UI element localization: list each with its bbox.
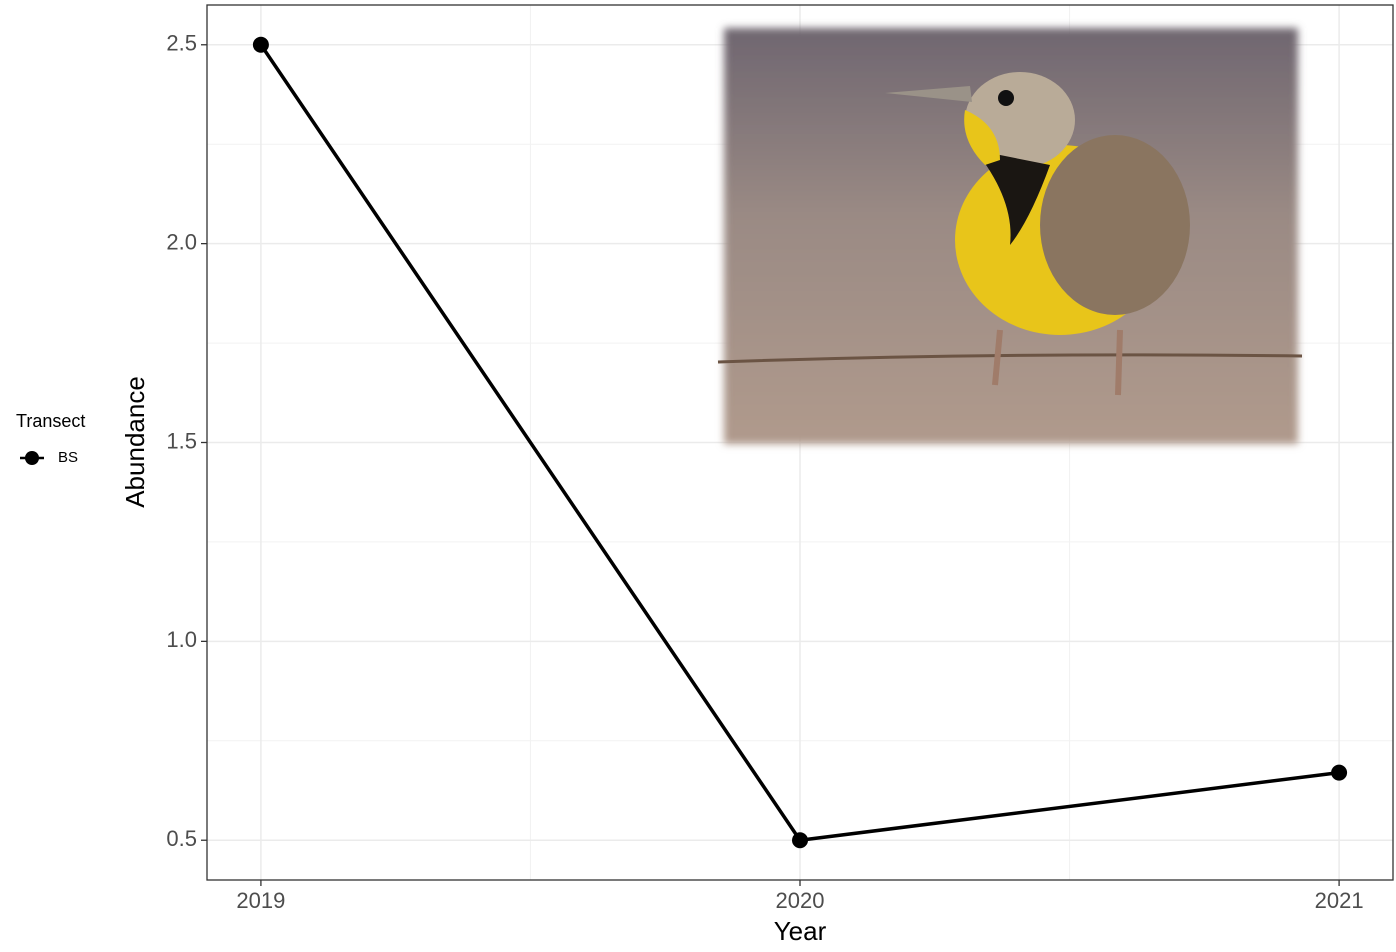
x-tick-label: 2019 (236, 888, 285, 913)
legend-title: Transect (16, 411, 85, 431)
x-tick-label: 2021 (1315, 888, 1364, 913)
legend-key-point (25, 451, 39, 465)
legend-label: BS (58, 449, 78, 466)
y-axis-label: Abundance (120, 376, 150, 508)
x-tick-label: 2020 (776, 888, 825, 913)
y-tick-label: 1.0 (166, 627, 197, 652)
x-axis-label: Year (774, 916, 827, 946)
plot-area (252, 36, 1348, 849)
data-point (792, 832, 808, 849)
y-tick-label: 1.5 (166, 428, 197, 453)
y-tick-label: 2.5 (166, 31, 197, 56)
data-point (1331, 764, 1348, 781)
data-point (252, 36, 269, 53)
y-tick-label: 2.0 (166, 229, 197, 254)
bird-photo (717, 28, 1303, 444)
y-tick-label: 0.5 (166, 826, 197, 851)
